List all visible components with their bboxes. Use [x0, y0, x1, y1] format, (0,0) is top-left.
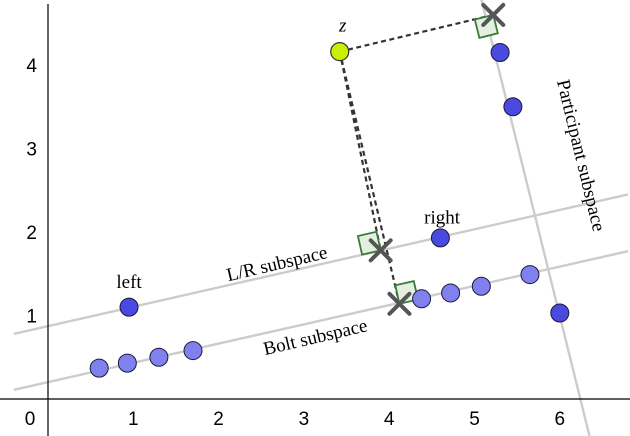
x-tick-label: 5 [469, 409, 480, 430]
data-point [503, 97, 523, 117]
projection-dash [339, 13, 494, 53]
data-point [117, 353, 137, 373]
data-point [119, 297, 139, 317]
data-point [550, 303, 570, 323]
y-tick-label: 2 [26, 223, 37, 244]
projection-cross [481, 2, 506, 27]
projection-markers [368, 2, 506, 316]
data-point [430, 228, 450, 248]
z-point [330, 42, 350, 62]
data-point [520, 265, 540, 285]
data-point [471, 276, 491, 296]
l-r-subspace-line [13, 193, 629, 336]
projection-cross [368, 238, 393, 263]
left-label: left [116, 272, 142, 293]
x-tick-label: 0 [25, 409, 36, 430]
x-tick-label: 6 [555, 409, 566, 430]
x-tick-label: 1 [128, 409, 139, 430]
y-tick-label: 4 [26, 56, 37, 77]
data-point [149, 347, 169, 367]
projection-dashes [338, 13, 494, 305]
data-point [490, 42, 510, 62]
x-tick-label: 3 [299, 409, 310, 430]
z-label: z [338, 16, 347, 37]
data-point [89, 358, 109, 378]
right-angle-marker [356, 230, 382, 256]
right-angle-markers [356, 13, 499, 305]
x-tick-label: 2 [213, 409, 224, 430]
projection-dash [338, 51, 401, 305]
right-label: right [424, 208, 461, 229]
axes: 0 1 2 3 4 5 6 1 2 3 4 [0, 4, 630, 436]
y-tick-label: 3 [26, 140, 37, 161]
projection-cross [387, 291, 412, 316]
participant-subspace-line [480, 0, 591, 436]
y-tick-label: 1 [26, 307, 37, 328]
x-tick-label: 4 [384, 409, 395, 430]
data-point [412, 289, 432, 309]
data-point [183, 341, 203, 361]
right-angle-marker [473, 13, 499, 39]
l-r-subspace-label: L/R subspace [225, 242, 330, 286]
data-points [89, 42, 570, 378]
data-point [441, 283, 461, 303]
